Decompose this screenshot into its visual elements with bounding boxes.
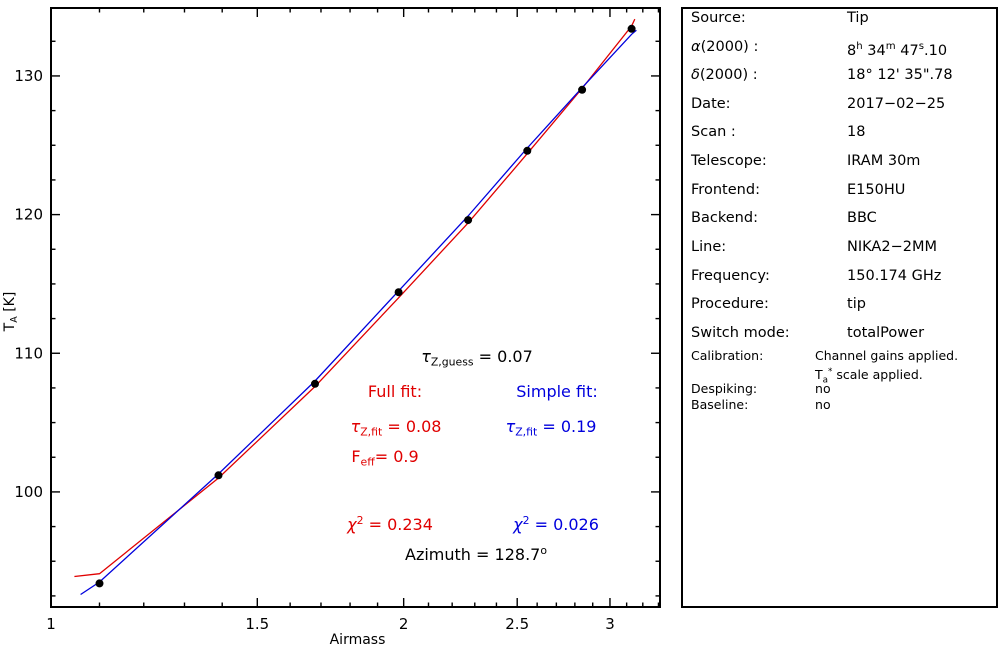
info-label: Scan : — [691, 124, 736, 141]
data-point — [523, 146, 532, 155]
annotation-tau-guess: τZ,guess = 0.07 — [421, 347, 533, 369]
info-row-backend: Backend: BBC — [683, 208, 996, 228]
annotation-full-fit-title: Full fit: — [368, 382, 422, 401]
info-value: NIKA2−2MM — [847, 238, 937, 255]
annotation-tau-fit-simple: τZ,fit = 0.19 — [506, 417, 597, 439]
info-row-line: Line: NIKA2−2MM — [683, 237, 996, 257]
info-label: Telescope: — [691, 153, 767, 170]
annotation-tau-fit-full: τZ,fit = 0.08 — [351, 417, 442, 439]
annotation-azimuth: Azimuth = 128.7o — [405, 544, 547, 564]
processing-value: no — [815, 381, 831, 396]
x-tick-label: 1 — [46, 615, 56, 633]
annotation-chi2-full: χ2 = 0.234 — [346, 514, 433, 534]
annotation-feff: Feff= 0.9 — [351, 447, 418, 469]
info-value: BBC — [847, 210, 877, 227]
processing-label: Baseline: — [691, 397, 749, 412]
info-row-scan: Scan : 18 — [683, 122, 996, 142]
info-value: 18 — [847, 124, 866, 141]
info-label: δ(2000) : — [691, 67, 758, 84]
x-tick-label: 1.5 — [245, 615, 269, 633]
x-axis-title: Airmass — [330, 632, 386, 648]
x-tick-label: 2 — [399, 615, 409, 633]
data-point — [311, 379, 319, 388]
processing-value: no — [815, 397, 831, 412]
processing-value: Ta* scale applied. — [815, 367, 923, 386]
info-value: E150HU — [847, 181, 906, 198]
observation-info-panel: Source: Tip α(2000) : 8h 34m 47s.10 δ(2000) … — [681, 7, 998, 608]
data-point — [627, 24, 636, 33]
info-row-source: Source: Tip — [683, 8, 996, 28]
data-point — [578, 85, 587, 94]
info-value: 2017−02−25 — [847, 95, 946, 112]
info-label: Frequency: — [691, 267, 770, 284]
info-label: Switch mode: — [691, 324, 790, 341]
processing-label: Calibration: — [691, 348, 764, 363]
y-tick-label: 120 — [14, 206, 43, 224]
y-tick-label: 110 — [14, 344, 43, 362]
info-value: totalPower — [847, 324, 925, 341]
info-label: Procedure: — [691, 296, 769, 313]
info-row-frontend: Frontend: E150HU — [683, 180, 996, 200]
info-row-: δ(2000) : 18° 12' 35".78 — [683, 65, 996, 85]
processing-row-despiking: Despiking: no — [683, 381, 996, 397]
data-point — [464, 216, 473, 225]
annotation-simple-fit-title: Simple fit: — [516, 382, 597, 401]
skydip-plot: 1 1.5 2 2.5 3 100 110 120 130 Airmass TA [K] τZ,gue… — [2, 7, 661, 648]
info-label: Source: — [691, 10, 746, 26]
processing-row-baseline: Baseline: no — [683, 397, 996, 413]
info-row-date: Date: 2017−02−25 — [683, 94, 996, 114]
info-value: 18° 12' 35".78 — [847, 67, 953, 84]
processing-value: Channel gains applied. — [815, 348, 959, 363]
y-tick-label: 130 — [14, 67, 43, 85]
info-value: IRAM 30m — [847, 153, 921, 170]
info-value: tip — [847, 296, 866, 313]
processing-row-calibration: Calibration: Channel gains applied. Ta* sc… — [683, 348, 996, 386]
data-point — [394, 288, 403, 297]
info-value: 8h 34m 47s.10 — [847, 40, 948, 59]
info-row-: α(2000) : 8h 34m 47s.10 — [683, 37, 996, 59]
info-label: Line: — [691, 238, 727, 255]
x-tick-label: 2.5 — [505, 615, 529, 633]
info-value: 150.174 GHz — [847, 267, 942, 284]
info-label: Backend: — [691, 210, 758, 227]
info-value: Tip — [847, 10, 869, 26]
data-point — [95, 579, 104, 588]
y-tick-label: 100 — [14, 483, 43, 501]
annotation-chi2-simple: χ2 = 0.026 — [512, 514, 599, 534]
simple_fit-curve — [80, 29, 637, 596]
full_fit-curve — [74, 18, 636, 578]
plot-frame — [50, 7, 661, 608]
info-label: α(2000) : — [691, 38, 759, 55]
info-label: Frontend: — [691, 181, 760, 198]
info-row-switchmode: Switch mode: totalPower — [683, 323, 996, 343]
processing-label: Despiking: — [691, 381, 758, 396]
data-point — [214, 471, 223, 480]
y-axis-title: TA [K] — [2, 292, 20, 333]
info-row-telescope: Telescope: IRAM 30m — [683, 151, 996, 171]
info-label: Date: — [691, 95, 731, 112]
info-row-frequency: Frequency: 150.174 GHz — [683, 266, 996, 286]
info-row-procedure: Procedure: tip — [683, 294, 996, 314]
x-tick-label: 3 — [605, 615, 615, 633]
